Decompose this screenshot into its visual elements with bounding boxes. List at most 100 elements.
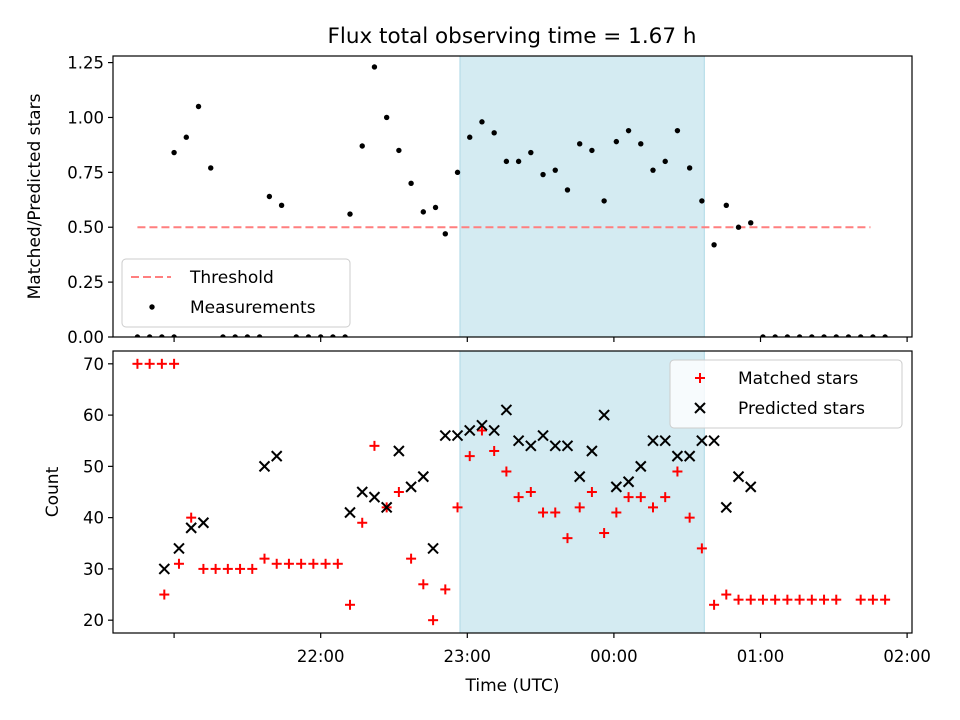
measurement-point <box>371 64 378 70</box>
predicted-marker-b <box>561 440 574 452</box>
predicted-star-point <box>537 429 549 442</box>
predicted-star-point <box>405 481 417 493</box>
predicted-marker-b <box>622 476 635 488</box>
measurement-point <box>479 119 485 125</box>
measurement-point <box>613 138 620 145</box>
predicted-star-point <box>622 476 635 488</box>
predicted-marker-b <box>537 429 549 442</box>
y-tick-label: 60 <box>83 406 104 425</box>
measurement-point <box>650 167 656 173</box>
matched-star-point <box>733 594 744 605</box>
measurement-point <box>359 143 365 149</box>
predicted-marker-b <box>525 440 537 452</box>
predicted-star-point <box>525 440 537 452</box>
legend-predicted-symbol <box>694 402 706 414</box>
measurement-point <box>467 134 473 140</box>
predicted-star-point <box>549 440 561 452</box>
matched-star-point <box>169 358 180 369</box>
legend-label: Threshold <box>189 268 274 288</box>
matched-star-point <box>489 445 500 456</box>
measurement-point <box>244 334 251 337</box>
matched-star-point <box>283 558 294 569</box>
y-axis-label: Matched/Predicted stars <box>25 93 45 299</box>
x-tick-label: 22:00 <box>297 647 345 666</box>
legend-label: Measurements <box>190 298 316 318</box>
measurement-point <box>845 334 852 337</box>
measurement-point <box>171 149 177 156</box>
predicted-star-point <box>610 481 623 493</box>
matched-star-point <box>794 594 805 605</box>
y-axis-label: Count <box>43 466 63 517</box>
measurement-point <box>171 334 177 337</box>
axes-frame <box>112 350 913 634</box>
predicted-star-point <box>561 440 574 452</box>
x-tick-label: 02:00 <box>883 647 931 666</box>
predicted-star-point <box>732 470 745 483</box>
predicted-star-point <box>417 470 430 483</box>
measurement-point <box>491 130 497 136</box>
predicted-marker-b <box>549 440 561 452</box>
matched-star-point <box>709 599 720 610</box>
y-tick-label: 40 <box>83 509 104 528</box>
predicted-star-point <box>380 501 393 514</box>
matched-star-point <box>464 451 475 462</box>
matched-star-point <box>222 563 233 574</box>
predicted-marker-b <box>598 409 610 421</box>
x-axis-label: Time (UTC) <box>465 676 560 696</box>
matched-star-point <box>745 594 756 605</box>
matched-star-point <box>599 528 610 539</box>
predicted-star-point <box>197 517 210 529</box>
measurement-point <box>232 334 238 337</box>
measurement-point <box>857 334 864 337</box>
matched-star-point <box>476 425 487 436</box>
matched-star-point <box>684 512 695 523</box>
matched-star-point <box>880 594 891 605</box>
measurement-point <box>882 334 888 337</box>
predicted-marker-b <box>451 429 464 442</box>
predicted-star-point <box>451 429 464 442</box>
predicted-marker-b <box>586 445 598 457</box>
matched-star-point <box>696 543 707 554</box>
predicted-star-point <box>258 460 271 473</box>
predicted-marker-b <box>464 424 476 437</box>
measurement-point <box>589 147 595 154</box>
matched-star-point <box>757 594 768 605</box>
predicted-star-point <box>512 435 525 447</box>
measurement-point <box>396 147 402 154</box>
matched-star-point <box>611 507 622 518</box>
predicted-star-point <box>745 481 757 493</box>
matched-star-point <box>186 512 197 523</box>
measurement-point <box>266 193 273 200</box>
y-tick-label: 1.25 <box>67 54 104 73</box>
measurement-point <box>576 141 583 147</box>
predicted-star-point <box>476 419 488 432</box>
predicted-star-point <box>647 435 659 447</box>
matched-star-point <box>296 558 307 569</box>
predicted-star-point <box>158 563 171 575</box>
matched-star-point <box>369 440 380 451</box>
predicted-marker-b <box>635 460 647 473</box>
predicted-marker-b <box>393 445 405 457</box>
measurement-point <box>432 204 439 211</box>
measurement-point <box>784 334 791 337</box>
matched-star-point <box>538 507 549 518</box>
figure-title: Flux total observing time = 1.67 h <box>328 24 697 49</box>
y-tick-label: 20 <box>83 611 104 630</box>
predicted-marker-b <box>732 470 745 483</box>
measurement-point <box>278 202 285 208</box>
predicted-star-point <box>464 424 476 437</box>
predicted-marker-b <box>158 563 171 575</box>
matched-star-point <box>623 492 634 503</box>
matched-star-point <box>819 594 830 605</box>
measurement-point <box>293 334 299 337</box>
measurement-point <box>772 334 778 337</box>
matched-star-point <box>574 502 585 513</box>
matched-star-point <box>428 615 439 626</box>
predicted-star-point <box>659 435 671 447</box>
predicted-star-point <box>696 435 708 447</box>
matched-star-point <box>635 492 646 503</box>
predicted-marker-b <box>647 435 659 447</box>
matched-star-point <box>345 599 356 610</box>
legend-label: Predicted stars <box>738 399 865 419</box>
legend: Threshold Measurements <box>121 258 351 328</box>
